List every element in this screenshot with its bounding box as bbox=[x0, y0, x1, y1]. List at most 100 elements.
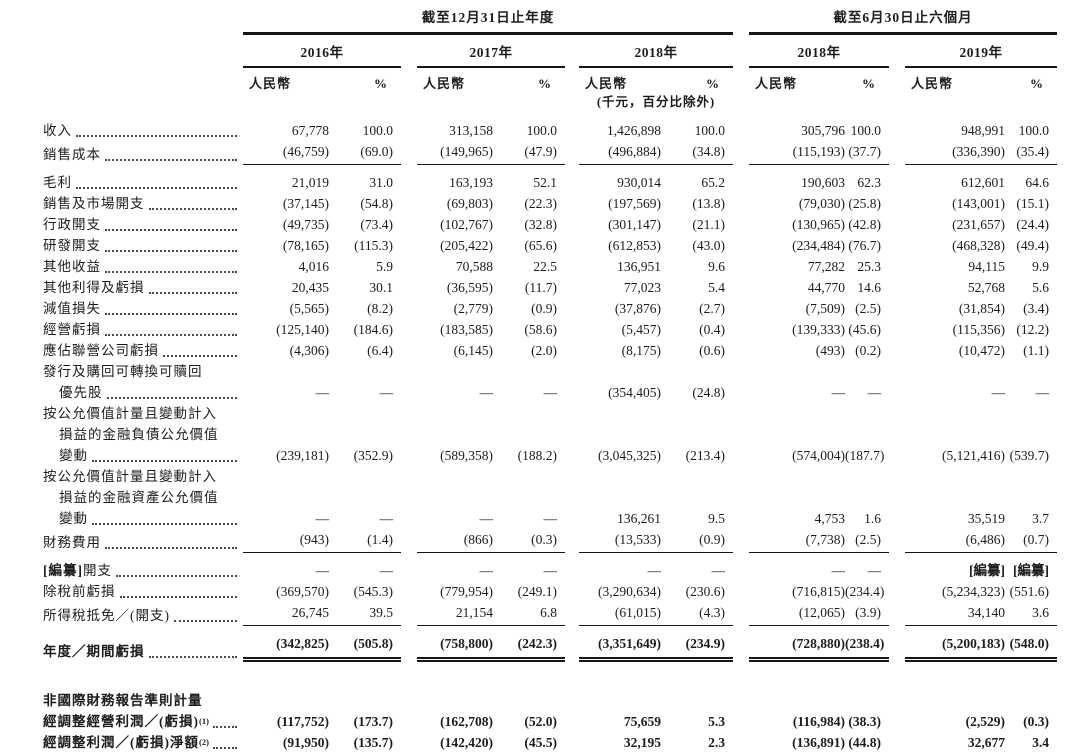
cell-value: 930,014 bbox=[617, 175, 661, 190]
cell-value: (44.8) bbox=[848, 735, 881, 750]
cell-value: (102,767) bbox=[440, 217, 493, 232]
cell-value: 3.7 bbox=[1032, 511, 1049, 526]
table-row: 銷售成本 (46,759) (69.0) (149,965) (47.9) (4… bbox=[43, 141, 1080, 165]
row-label: 行政開支 bbox=[43, 214, 243, 235]
cell-value: 26,745 bbox=[243, 602, 329, 626]
cell-value: (234,484) bbox=[792, 238, 845, 253]
header-years: 2016年 2017年 2018年 2018年 2019年 bbox=[43, 35, 1080, 68]
row-label-text: 按公允價值計量且變動計入 bbox=[43, 469, 217, 484]
cell-value: (505.8) bbox=[329, 633, 401, 662]
cell-value: (21.1) bbox=[692, 217, 725, 232]
cell-value: (336,390) bbox=[905, 141, 1005, 165]
table-row: 經調整利潤／(虧損)淨額 (2) (91,950) (135.7) (142,42… bbox=[43, 732, 1080, 753]
cell-value: 94,115 bbox=[968, 259, 1005, 274]
dot-leader bbox=[148, 656, 237, 658]
row-label: [編纂] 開支 bbox=[43, 560, 243, 581]
cell-value: 100.0 bbox=[1018, 123, 1049, 138]
table-row: 除稅前虧損 (369,570) (545.3) (779,954) (249.1… bbox=[43, 581, 1080, 602]
dot-leader bbox=[163, 355, 237, 357]
table-row: 損益的金融負債公允價值 bbox=[43, 424, 1080, 445]
row-label: 銷售及市場開支 bbox=[43, 193, 243, 214]
cell-value: (0.9) bbox=[661, 529, 733, 553]
cell-value: (61,015) bbox=[579, 602, 661, 626]
cell-value: (45.6) bbox=[848, 322, 881, 337]
header-note-row: (千元，百分比除外) bbox=[43, 93, 1080, 111]
dot-leader bbox=[105, 271, 237, 273]
cell-value: (2.0) bbox=[531, 343, 557, 358]
cell-value: (31,854) bbox=[958, 301, 1005, 316]
cell-value: — bbox=[711, 563, 726, 578]
cell-value: (716,815) bbox=[792, 584, 845, 599]
dot-leader bbox=[148, 208, 237, 210]
col-header-pct: % bbox=[706, 76, 719, 91]
dot-leader bbox=[105, 313, 237, 315]
cell-value: (115.3) bbox=[354, 238, 393, 253]
cell-value: (115,193) bbox=[749, 141, 845, 165]
cell-value: (36,595) bbox=[446, 280, 493, 295]
cell-value: (612,853) bbox=[608, 238, 661, 253]
cell-value: (234.4) bbox=[845, 584, 885, 599]
row-label-text: 變動 bbox=[59, 511, 88, 526]
cell-value: 32,677 bbox=[967, 735, 1005, 750]
row-label: 經調整經營利潤／(虧損) (1) bbox=[43, 711, 243, 732]
cell-value bbox=[661, 486, 733, 487]
cell-value: (6,486) bbox=[905, 529, 1005, 553]
cell-value: (139,333) bbox=[792, 322, 845, 337]
row-label-text: 行政開支 bbox=[43, 217, 101, 232]
cell-value: (6.4) bbox=[367, 343, 393, 358]
cell-value: (10,472) bbox=[958, 343, 1005, 358]
cell-value: — bbox=[315, 511, 330, 526]
table-row: 其他利得及虧損 20,435 30.1 (36,595) (11.7) 77,0… bbox=[43, 277, 1080, 298]
cell-value: (5,121,416) bbox=[942, 448, 1005, 463]
cell-value: (24.8) bbox=[692, 385, 725, 400]
cell-value: 3.4 bbox=[1032, 735, 1049, 750]
cell-value: (551.6) bbox=[1009, 584, 1049, 599]
row-label: 優先股 bbox=[43, 382, 243, 403]
cell-value: (115,356) bbox=[952, 322, 1005, 337]
period-group-interim: 截至6月30日止六個月 bbox=[749, 6, 1057, 35]
cell-value bbox=[1005, 486, 1057, 487]
cell-value: (135.7) bbox=[353, 735, 393, 750]
cell-value: — bbox=[867, 385, 882, 400]
row-label-text: 毛利 bbox=[43, 175, 72, 190]
table-row: 非國際財務報告準則計量 bbox=[43, 690, 1080, 711]
cell-value: (5,457) bbox=[621, 322, 661, 337]
year-2016: 2016年 bbox=[243, 41, 401, 68]
cell-value: 9.9 bbox=[1032, 259, 1049, 274]
cell-value: — bbox=[647, 563, 662, 578]
row-label: 按公允價值計量且變動計入 bbox=[43, 403, 243, 424]
cell-value: (32.8) bbox=[524, 217, 557, 232]
cell-value: — bbox=[379, 511, 394, 526]
cell-value: (49,735) bbox=[282, 217, 329, 232]
cell-value: (188.2) bbox=[517, 448, 557, 463]
cell-value: (116,984) bbox=[792, 714, 845, 729]
cell-value: 39.5 bbox=[329, 602, 401, 626]
cell-value: 3.6 bbox=[1005, 602, 1057, 626]
cell-value: (8.2) bbox=[367, 301, 393, 316]
cell-value: (46,759) bbox=[243, 141, 329, 165]
table-row: 所得稅抵免／(開支) 26,745 39.5 21,154 6.8 (61,01… bbox=[43, 602, 1080, 626]
col-header-rmb: 人民幣 bbox=[755, 76, 798, 91]
cell-value: (1.1) bbox=[1023, 343, 1049, 358]
cell-value: (125,140) bbox=[276, 322, 329, 337]
row-label: 其他收益 bbox=[43, 256, 243, 277]
cell-value: 75,659 bbox=[623, 714, 661, 729]
col-header-rmb: 人民幣 bbox=[911, 76, 954, 91]
cell-value: (0.6) bbox=[699, 343, 725, 358]
cell-value: (3,351,649) bbox=[579, 633, 661, 662]
cell-value bbox=[493, 423, 565, 424]
table-row: 變動 (239,181) (352.9) (589,358) (188.2) (… bbox=[43, 445, 1080, 466]
dot-leader bbox=[212, 747, 237, 749]
row-label-text: 其他利得及虧損 bbox=[43, 280, 145, 295]
cell-value: (866) bbox=[417, 529, 493, 553]
cell-value: (142,420) bbox=[440, 735, 493, 750]
cell-value bbox=[749, 486, 845, 487]
row-label-text: 財務費用 bbox=[43, 535, 101, 550]
cell-value: 9.6 bbox=[708, 259, 725, 274]
cell-value: 4,016 bbox=[298, 259, 329, 274]
cell-value: — bbox=[479, 511, 494, 526]
year-2018: 2018年 bbox=[579, 41, 733, 68]
table-row: 變動 — — — — 136,261 9.5 4,753 1.6 35,519 … bbox=[43, 508, 1080, 529]
cell-value: (78,165) bbox=[282, 238, 329, 253]
